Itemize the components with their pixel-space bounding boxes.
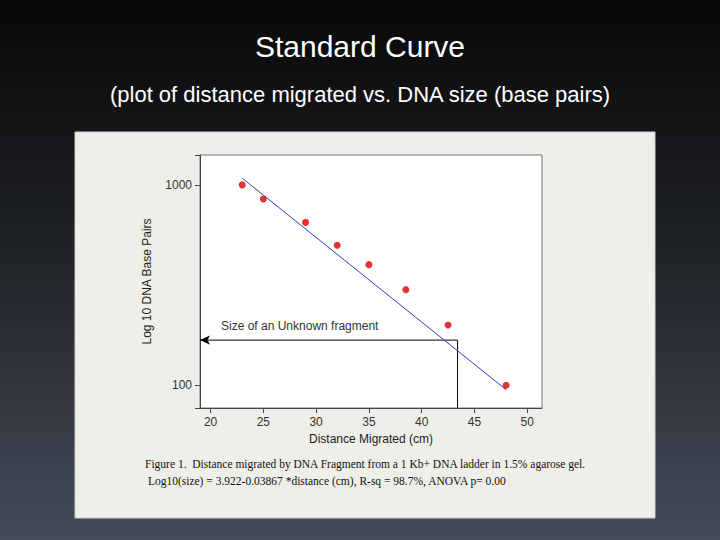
svg-text:40: 40 — [415, 415, 429, 429]
svg-text:Figure 1. Distance migrated b: Figure 1. Distance migrated by DNA Fragm… — [145, 458, 588, 471]
svg-text:25: 25 — [257, 415, 271, 429]
svg-text:100: 100 — [172, 378, 192, 392]
svg-text:Standard Curve: Standard Curve — [255, 30, 465, 63]
svg-text:Log 10 DNA Base Pairs: Log 10 DNA Base Pairs — [140, 218, 154, 344]
svg-text:Distance Migrated (cm): Distance Migrated (cm) — [309, 432, 433, 446]
svg-text:50: 50 — [521, 415, 535, 429]
svg-text:30: 30 — [309, 415, 323, 429]
svg-text:(plot of distance migrated vs.: (plot of distance migrated vs. DNA size … — [110, 82, 610, 107]
svg-text:20: 20 — [204, 415, 218, 429]
svg-text:Size of an Unknown fragment: Size of an Unknown fragment — [221, 319, 379, 333]
svg-text:1000: 1000 — [165, 178, 192, 192]
svg-text:45: 45 — [468, 415, 482, 429]
svg-text:Log10(size) = 3.922-0.03867 *d: Log10(size) = 3.922-0.03867 *distance (c… — [145, 475, 506, 488]
svg-text:35: 35 — [362, 415, 376, 429]
